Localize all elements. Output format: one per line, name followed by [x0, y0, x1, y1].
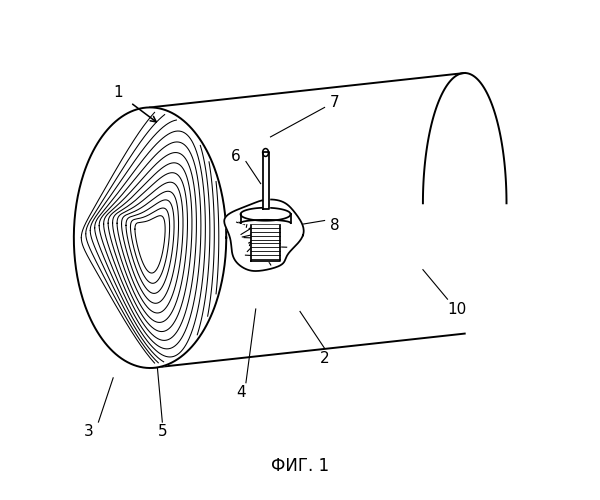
Text: 7: 7 [329, 95, 339, 110]
Polygon shape [251, 214, 280, 261]
Text: 6: 6 [231, 149, 241, 164]
Text: 8: 8 [329, 218, 339, 233]
Text: 3: 3 [84, 424, 94, 440]
Polygon shape [263, 148, 269, 156]
Text: 5: 5 [158, 424, 167, 440]
Polygon shape [241, 208, 290, 220]
Polygon shape [150, 73, 506, 368]
Text: ФИГ. 1: ФИГ. 1 [271, 458, 329, 475]
Polygon shape [224, 200, 304, 271]
Text: 4: 4 [236, 385, 246, 400]
Text: 2: 2 [320, 350, 329, 366]
Text: 1: 1 [113, 85, 123, 100]
Polygon shape [74, 108, 226, 368]
Text: 10: 10 [448, 302, 467, 316]
Polygon shape [263, 152, 269, 209]
